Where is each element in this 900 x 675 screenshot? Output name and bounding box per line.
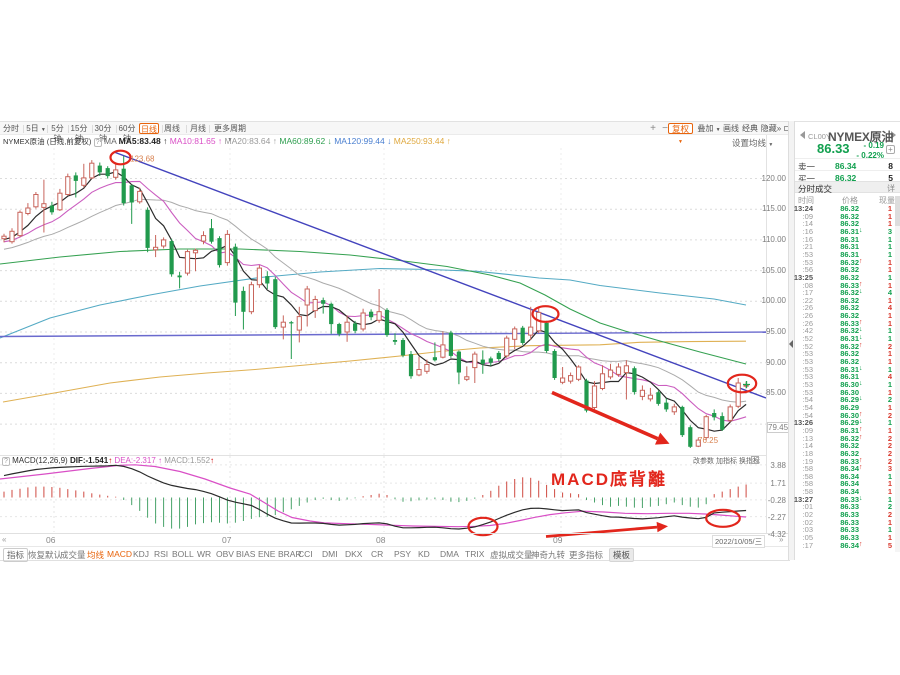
svg-text:123.68: 123.68 [130,155,155,164]
svg-text:76.25: 76.25 [698,436,719,445]
